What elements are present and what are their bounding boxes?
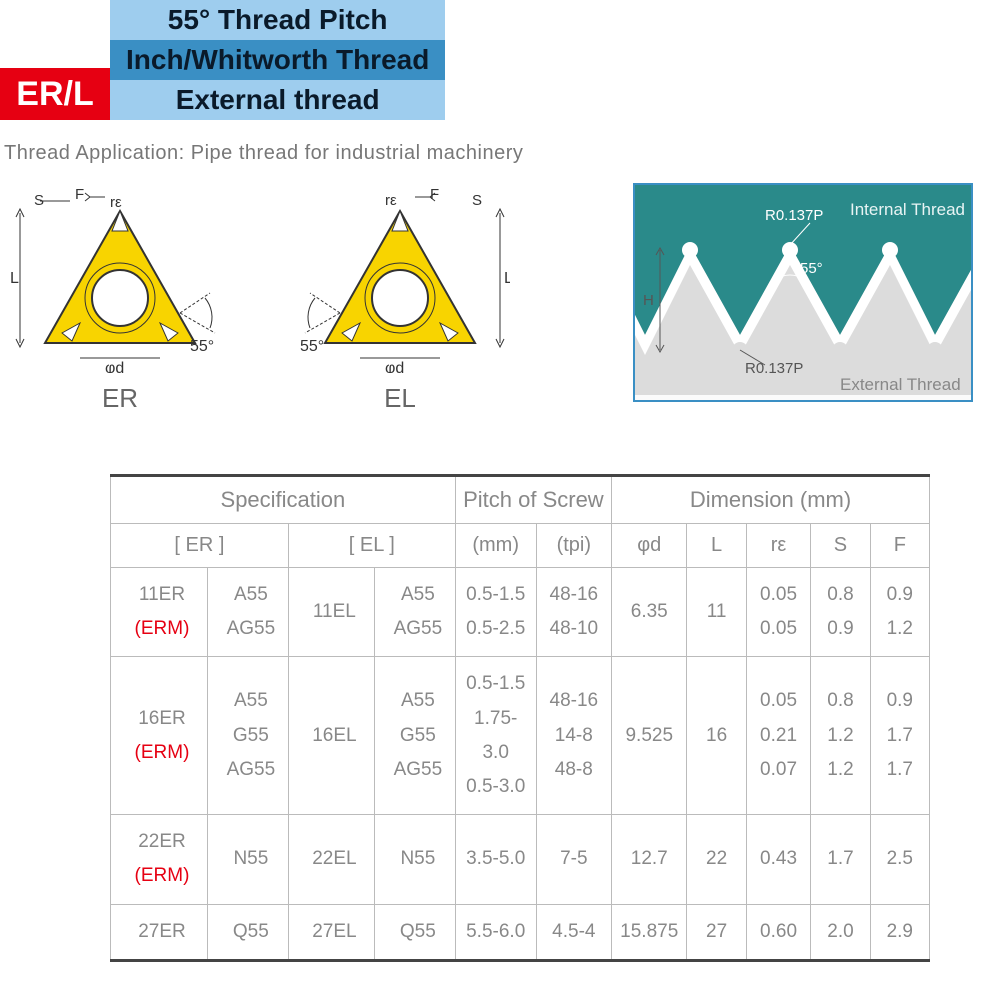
table-row: 16ER(ERM)A55G55AG5516ELA55G55AG550.5-1.5… <box>111 657 930 815</box>
cell-re: 0.60 <box>746 904 811 960</box>
th-re: rε <box>746 524 811 568</box>
cell-tpi: 7-5 <box>536 815 611 904</box>
th-pitch: Pitch of Screw <box>455 476 611 524</box>
cell-el-types: Q55 <box>374 904 455 960</box>
er-label: ER <box>102 383 138 414</box>
cell-S: 0.81.21.2 <box>811 657 870 815</box>
el-diagram: L rε F S 55° φd EL <box>290 183 510 414</box>
th-mm: (mm) <box>455 524 536 568</box>
cell-er-types: N55 <box>207 815 288 904</box>
cell-er-code: 22ER(ERM) <box>111 815 208 904</box>
spec-table: Specification Pitch of Screw Dimension (… <box>110 474 930 962</box>
svg-text:F: F <box>75 186 84 203</box>
th-el: [ EL ] <box>288 524 455 568</box>
cell-mm: 5.5-6.0 <box>455 904 536 960</box>
cell-d: 6.35 <box>612 568 687 657</box>
thread-profile-diagram: Internal Thread External Thread R0.137P … <box>633 183 973 402</box>
cell-mm: 0.5-1.50.5-2.5 <box>455 568 536 657</box>
er-diagram: L S F rε 55° φd ER <box>10 183 230 414</box>
title-line-3: External thread <box>110 80 445 120</box>
svg-text:H: H <box>643 292 654 309</box>
application-note: Thread Application: Pipe thread for indu… <box>4 142 983 165</box>
svg-text:L: L <box>504 270 510 287</box>
cell-el-types: A55AG55 <box>374 568 455 657</box>
cell-re: 0.43 <box>746 815 811 904</box>
svg-text:S: S <box>34 192 44 209</box>
svg-text:S: S <box>472 192 482 209</box>
spec-table-wrapper: Specification Pitch of Screw Dimension (… <box>110 474 930 962</box>
cell-mm: 0.5-1.51.75-3.00.5-3.0 <box>455 657 536 815</box>
cell-F: 0.91.71.7 <box>870 657 929 815</box>
cell-F: 2.9 <box>870 904 929 960</box>
product-badge: ER/L <box>0 68 110 120</box>
cell-er-code: 27ER <box>111 904 208 960</box>
th-S: S <box>811 524 870 568</box>
cell-S: 0.80.9 <box>811 568 870 657</box>
th-dim: Dimension (mm) <box>612 476 930 524</box>
cell-tpi: 4.5-4 <box>536 904 611 960</box>
cell-er-types: A55AG55 <box>207 568 288 657</box>
th-L: L <box>687 524 746 568</box>
cell-d: 9.525 <box>612 657 687 815</box>
cell-L: 22 <box>687 815 746 904</box>
cell-S: 1.7 <box>811 815 870 904</box>
cell-er-code: 11ER(ERM) <box>111 568 208 657</box>
svg-text:R0.137P: R0.137P <box>765 207 823 224</box>
table-row: 27ERQ5527ELQ555.5-6.04.5-415.875270.602.… <box>111 904 930 960</box>
cell-el-code: 22EL <box>288 815 374 904</box>
cell-el-types: A55G55AG55 <box>374 657 455 815</box>
cell-el-types: N55 <box>374 815 455 904</box>
th-tpi: (tpi) <box>536 524 611 568</box>
cell-F: 2.5 <box>870 815 929 904</box>
title-line-1: 55° Thread Pitch <box>110 0 445 40</box>
svg-text:External Thread: External Thread <box>840 375 961 394</box>
table-row: 22ER(ERM)N5522ELN553.5-5.07-512.7220.431… <box>111 815 930 904</box>
svg-text:φd: φd <box>105 360 124 373</box>
svg-text:R0.137P: R0.137P <box>745 360 803 377</box>
cell-d: 15.875 <box>612 904 687 960</box>
cell-re: 0.050.05 <box>746 568 811 657</box>
el-insert-icon: L rε F S 55° φd <box>290 183 510 373</box>
diagram-row: L S F rε 55° φd ER <box>0 183 983 414</box>
cell-mm: 3.5-5.0 <box>455 815 536 904</box>
cell-er-types: Q55 <box>207 904 288 960</box>
table-row: 11ER(ERM)A55AG5511ELA55AG550.5-1.50.5-2.… <box>111 568 930 657</box>
cell-el-code: 11EL <box>288 568 374 657</box>
th-F: F <box>870 524 929 568</box>
header: ER/L 55° Thread Pitch Inch/Whitworth Thr… <box>0 0 983 120</box>
th-spec: Specification <box>111 476 456 524</box>
svg-text:rε: rε <box>385 192 397 209</box>
cell-L: 27 <box>687 904 746 960</box>
cell-er-types: A55G55AG55 <box>207 657 288 815</box>
cell-tpi: 48-1614-848-8 <box>536 657 611 815</box>
cell-S: 2.0 <box>811 904 870 960</box>
cell-L: 16 <box>687 657 746 815</box>
svg-text:55°: 55° <box>190 338 214 355</box>
cell-el-code: 27EL <box>288 904 374 960</box>
title-line-2: Inch/Whitworth Thread <box>110 40 445 80</box>
cell-re: 0.050.210.07 <box>746 657 811 815</box>
cell-er-code: 16ER(ERM) <box>111 657 208 815</box>
th-d: φd <box>612 524 687 568</box>
svg-text:55°: 55° <box>800 260 823 277</box>
svg-text:L: L <box>10 270 19 287</box>
svg-text:55°: 55° <box>300 338 324 355</box>
th-er: [ ER ] <box>111 524 289 568</box>
cell-tpi: 48-1648-10 <box>536 568 611 657</box>
er-insert-icon: L S F rε 55° φd <box>10 183 230 373</box>
svg-text:φd: φd <box>385 360 404 373</box>
cell-F: 0.91.2 <box>870 568 929 657</box>
cell-L: 11 <box>687 568 746 657</box>
el-label: EL <box>384 383 416 414</box>
cell-d: 12.7 <box>612 815 687 904</box>
cell-el-code: 16EL <box>288 657 374 815</box>
svg-text:rε: rε <box>110 194 122 211</box>
title-stack: 55° Thread Pitch Inch/Whitworth Thread E… <box>110 0 445 120</box>
svg-text:Internal Thread: Internal Thread <box>850 200 965 219</box>
